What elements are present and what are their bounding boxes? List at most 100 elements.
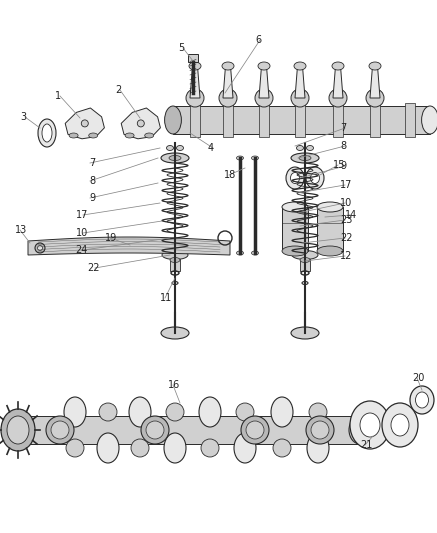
Ellipse shape	[382, 403, 418, 447]
Text: 22: 22	[87, 263, 100, 273]
Text: 10: 10	[340, 198, 352, 208]
Ellipse shape	[329, 89, 347, 107]
Ellipse shape	[170, 257, 180, 262]
Ellipse shape	[311, 421, 329, 439]
Text: 23: 23	[340, 215, 352, 225]
Polygon shape	[259, 66, 269, 98]
Ellipse shape	[161, 327, 189, 339]
Polygon shape	[333, 66, 343, 98]
Text: 16: 16	[168, 380, 180, 390]
Ellipse shape	[125, 133, 134, 138]
Ellipse shape	[189, 62, 201, 70]
Polygon shape	[370, 66, 380, 98]
Ellipse shape	[165, 106, 181, 134]
Ellipse shape	[38, 119, 56, 147]
Ellipse shape	[99, 403, 117, 421]
Ellipse shape	[307, 433, 329, 463]
Ellipse shape	[271, 397, 293, 427]
Text: 19: 19	[105, 233, 117, 243]
Ellipse shape	[294, 62, 306, 70]
Bar	[405, 103, 415, 137]
Ellipse shape	[306, 167, 324, 189]
Ellipse shape	[391, 414, 409, 436]
Ellipse shape	[286, 167, 304, 189]
Ellipse shape	[241, 416, 269, 444]
Text: 20: 20	[412, 373, 424, 383]
Ellipse shape	[219, 89, 237, 107]
Polygon shape	[28, 237, 230, 255]
Ellipse shape	[89, 133, 98, 138]
Ellipse shape	[255, 89, 273, 107]
Ellipse shape	[252, 156, 259, 160]
Ellipse shape	[42, 124, 52, 142]
Text: 8: 8	[340, 141, 346, 151]
Text: 7: 7	[340, 123, 346, 133]
Text: 17: 17	[340, 180, 352, 190]
Ellipse shape	[201, 439, 219, 457]
Ellipse shape	[296, 146, 304, 150]
Ellipse shape	[306, 146, 313, 150]
Ellipse shape	[273, 439, 291, 457]
Ellipse shape	[317, 202, 343, 212]
Bar	[295, 103, 305, 137]
Text: 11: 11	[160, 293, 172, 303]
Ellipse shape	[282, 246, 308, 256]
Ellipse shape	[81, 120, 88, 127]
Bar	[317, 207, 343, 251]
Ellipse shape	[38, 246, 42, 251]
Ellipse shape	[332, 62, 344, 70]
Ellipse shape	[360, 413, 380, 437]
Ellipse shape	[35, 243, 45, 253]
Ellipse shape	[164, 433, 186, 463]
Ellipse shape	[291, 153, 319, 163]
Polygon shape	[295, 66, 305, 98]
Ellipse shape	[131, 439, 149, 457]
Ellipse shape	[7, 416, 29, 444]
Text: 14: 14	[345, 210, 357, 220]
Ellipse shape	[291, 327, 319, 339]
Ellipse shape	[69, 133, 78, 138]
Text: 6: 6	[255, 35, 261, 45]
Ellipse shape	[258, 62, 270, 70]
Bar	[190, 103, 200, 137]
Ellipse shape	[129, 397, 151, 427]
Bar	[282, 207, 308, 251]
Ellipse shape	[162, 251, 188, 260]
Ellipse shape	[282, 202, 308, 212]
Ellipse shape	[236, 251, 243, 255]
Polygon shape	[223, 66, 233, 98]
Ellipse shape	[366, 89, 384, 107]
Text: 1: 1	[55, 91, 61, 101]
Ellipse shape	[292, 251, 318, 260]
Ellipse shape	[199, 397, 221, 427]
Ellipse shape	[177, 146, 184, 150]
Ellipse shape	[1, 409, 35, 451]
Ellipse shape	[252, 251, 259, 255]
Ellipse shape	[186, 89, 204, 107]
Text: 5: 5	[178, 43, 184, 53]
Text: 17: 17	[76, 210, 88, 220]
Ellipse shape	[306, 416, 334, 444]
Text: 8: 8	[89, 176, 95, 186]
Ellipse shape	[300, 257, 310, 262]
Ellipse shape	[51, 421, 69, 439]
Text: 12: 12	[340, 251, 352, 261]
Ellipse shape	[66, 439, 84, 457]
Ellipse shape	[317, 246, 343, 256]
Ellipse shape	[416, 392, 429, 408]
Ellipse shape	[141, 416, 169, 444]
Text: 13: 13	[15, 225, 27, 235]
Ellipse shape	[422, 106, 437, 134]
Ellipse shape	[309, 403, 327, 421]
Text: 4: 4	[208, 143, 214, 153]
Bar	[333, 103, 343, 137]
Text: 21: 21	[360, 440, 372, 450]
Ellipse shape	[169, 156, 181, 160]
Ellipse shape	[166, 403, 184, 421]
Text: 9: 9	[89, 193, 95, 203]
Bar	[300, 259, 310, 271]
Ellipse shape	[222, 62, 234, 70]
Ellipse shape	[299, 156, 311, 160]
Ellipse shape	[291, 173, 299, 183]
Ellipse shape	[350, 401, 390, 449]
